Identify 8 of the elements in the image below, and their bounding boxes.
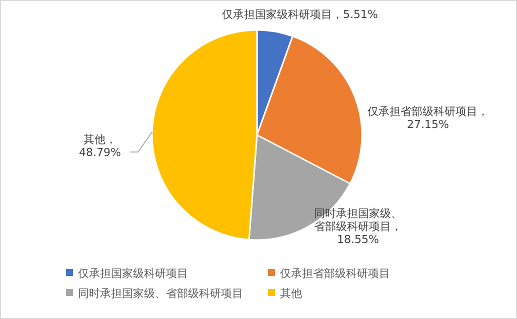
legend-label: 仅承担省部级科研项目 xyxy=(280,267,390,280)
data-label: 同时承担国家级、省部级科研项目，18.55% xyxy=(314,207,402,246)
legend-label: 仅承担国家级科研项目 xyxy=(78,267,188,280)
data-label: 仅承担国家级科研项目，5.51% xyxy=(222,8,378,21)
data-label: 仅承担省部级科研项目，27.15% xyxy=(368,105,488,131)
legend-label: 其他 xyxy=(280,287,302,300)
legend-label: 同时承担国家级、省部级科研项目 xyxy=(78,287,243,300)
data-label: 其他，48.79% xyxy=(79,133,121,159)
